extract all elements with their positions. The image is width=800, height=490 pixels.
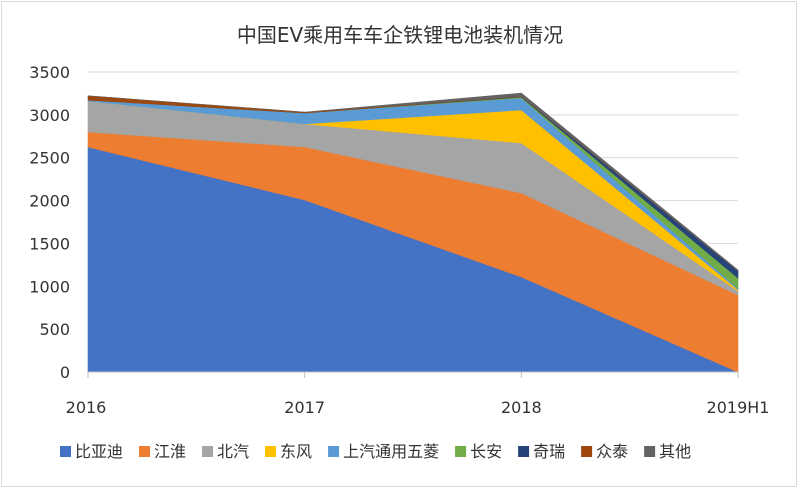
legend-label: 江淮 <box>154 442 186 461</box>
legend-swatch <box>328 446 340 457</box>
areas <box>87 92 739 373</box>
y-tick-label: 3500 <box>29 63 70 82</box>
x-axis-ticks: 2016 2017 2018 2019H1 <box>66 372 770 417</box>
y-tick-label: 3000 <box>29 106 70 125</box>
legend-swatch <box>139 446 151 457</box>
legend-swatch <box>644 446 656 457</box>
legend-item: 长安 <box>455 442 502 461</box>
legend-swatch <box>265 446 277 457</box>
legend: 比亚迪 江淮 北汽 东风 上汽通用五菱 长安 奇瑞 众泰 其他 <box>60 442 691 461</box>
legend-swatch <box>455 446 467 457</box>
x-tick-label: 2019H1 <box>707 398 770 417</box>
y-tick-label: 2000 <box>29 192 70 211</box>
legend-label: 上汽通用五菱 <box>343 442 439 461</box>
y-tick-label: 1000 <box>29 277 70 296</box>
legend-label: 众泰 <box>596 442 628 461</box>
legend-swatch <box>60 446 71 457</box>
y-tick-label: 500 <box>39 320 70 339</box>
legend-label: 奇瑞 <box>533 442 565 461</box>
legend-item: 比亚迪 <box>60 442 123 461</box>
y-axis-ticks: 0 500 1000 1500 2000 2500 3000 3500 <box>29 63 70 382</box>
x-tick-label: 2018 <box>501 398 542 417</box>
legend-label: 其他 <box>659 442 691 461</box>
legend-label: 比亚迪 <box>75 442 123 461</box>
legend-item: 上汽通用五菱 <box>328 442 439 461</box>
legend-label: 长安 <box>470 442 502 461</box>
legend-item: 奇瑞 <box>518 442 565 461</box>
y-tick-label: 1500 <box>29 234 70 253</box>
legend-label: 东风 <box>280 442 312 461</box>
legend-item: 江淮 <box>139 442 186 461</box>
area-series-8 <box>87 92 739 272</box>
legend-item: 众泰 <box>581 442 628 461</box>
legend-item: 其他 <box>644 442 691 461</box>
y-tick-label: 2500 <box>29 149 70 168</box>
y-tick-label: 0 <box>60 363 70 382</box>
x-tick-label: 2016 <box>66 398 107 417</box>
chart-title: 中国EV乘用车车企铁锂电池装机情况 <box>237 23 563 47</box>
legend-label: 北汽 <box>217 442 249 461</box>
legend-swatch <box>518 446 530 457</box>
legend-item: 东风 <box>265 442 312 461</box>
x-tick-label: 2017 <box>284 398 325 417</box>
legend-swatch <box>581 446 593 457</box>
legend-swatch <box>202 446 214 457</box>
legend-item: 北汽 <box>202 442 249 461</box>
